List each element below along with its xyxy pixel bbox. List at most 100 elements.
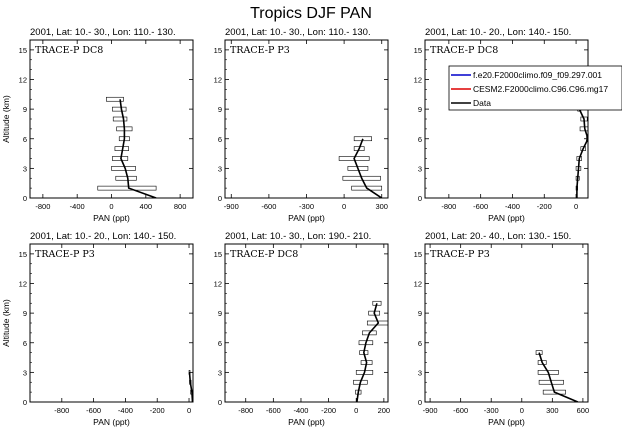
legend-label: f.e20.F2000climo.f09_f09.297.001 [473,70,602,80]
campaign-label: TRACE-P DC8 [430,45,498,56]
x-tick-label: 0 [354,406,358,415]
y-tick-label: 12 [214,76,222,85]
x-tick-label: -600 [261,202,276,211]
y-tick-label: 9 [418,105,422,114]
x-tick-label: -300 [484,406,499,415]
data-layer [188,370,193,402]
error-box [112,156,129,161]
x-tick-label: -600 [86,406,101,415]
y-tick-label: 6 [23,339,27,348]
x-tick-label: 0 [574,202,578,211]
figure-title: Tropics DJF PAN [250,5,372,22]
y-tick-label: 12 [214,280,222,289]
y-tick-label: 0 [23,194,27,203]
data-layer [338,136,383,198]
x-tick-label: -200 [537,202,552,211]
data-series-line [576,99,588,198]
y-tick-label: 9 [418,309,422,318]
x-tick-label: -200 [150,406,165,415]
data-layer [575,96,588,198]
x-tick-label: -600 [473,202,488,211]
y-tick-label: 3 [23,164,27,173]
plot-frame [424,243,589,403]
panel-title: 2001, Lat: 10.- 20., Lon: 140.- 150. [30,231,176,242]
y-tick-label: 6 [418,135,422,144]
error-box [351,185,383,191]
panel-3: 2001, Lat: 10.- 20., Lon: 140.- 150. 0 3 6 9… [414,27,589,223]
campaign-label: TRACE-P P3 [35,249,95,260]
y-tick-label: 0 [418,194,422,203]
y-tick-label: 12 [19,280,27,289]
x-tick-label: -400 [118,406,133,415]
y-tick-label: 15 [414,46,422,55]
x-axis-label: PAN (ppt) [488,213,525,223]
y-tick-label: 15 [19,46,27,55]
y-tick-label: 3 [218,164,222,173]
panel-5: 2001, Lat: 10.- 30., Lon: 190.- 210. 0 3 6 9… [214,231,390,427]
campaign-label: TRACE-P DC8 [230,249,298,260]
legend-box [448,65,622,111]
y-tick-label: 0 [418,398,422,407]
x-tick-label: 0 [109,202,113,211]
y-tick-label: 9 [218,309,222,318]
x-axis-label: PAN (ppt) [288,417,325,427]
y-tick-label: 3 [418,164,422,173]
y-tick-label: 12 [19,76,27,85]
y-tick-label: 12 [414,76,422,85]
campaign-label: TRACE-P DC8 [35,45,103,56]
x-tick-label: -400 [505,202,520,211]
x-tick-label: -200 [321,406,336,415]
y-tick-label: 15 [214,250,222,259]
y-tick-label: 3 [418,368,422,377]
x-tick-label: -800 [441,202,456,211]
y-tick-label: 3 [218,368,222,377]
x-axis-label: PAN (ppt) [288,213,325,223]
data-series-line [188,372,193,402]
data-series-line [538,352,579,402]
x-tick-label: 400 [140,202,153,211]
panel-4: 2001, Lat: 10.- 20., Lon: 140.- 150. 0 3 6 9… [1,231,194,427]
y-tick-label: 6 [218,135,222,144]
data-layer [535,350,579,402]
y-axis-label: Altitude (km) [1,95,11,143]
x-tick-label: 0 [187,406,191,415]
data-layer [353,300,388,402]
x-axis-label: PAN (ppt) [488,417,525,427]
data-series-line [353,138,383,198]
panel-title: 2001, Lat: 10.- 30., Lon: 110.- 130. [30,27,176,38]
x-tick-label: -900 [224,202,239,211]
panel-2: 2001, Lat: 10.- 30., Lon: 110.- 130. 0 3 6 9… [214,27,389,223]
y-tick-label: 0 [218,194,222,203]
plot-frame [224,243,389,403]
y-tick-label: 0 [218,398,222,407]
panel-title: 2001, Lat: 10.- 30., Lon: 190.- 210. [225,231,371,242]
plot-frame [29,243,194,403]
x-tick-label: -800 [238,406,253,415]
y-tick-label: 15 [214,46,222,55]
data-series-line [356,303,380,402]
x-tick-label: 0 [520,406,524,415]
campaign-label: TRACE-P P3 [430,249,490,260]
x-tick-label: -400 [293,406,308,415]
campaign-label: TRACE-P P3 [230,45,290,56]
plot-frame [224,39,389,199]
y-tick-label: 9 [23,105,27,114]
x-tick-label: 300 [546,406,559,415]
x-tick-label: -400 [70,202,85,211]
y-tick-label: 9 [218,105,222,114]
y-tick-label: 6 [218,339,222,348]
plot-frame [424,39,589,199]
panel-1: 2001, Lat: 10.- 30., Lon: 110.- 130. 0 3 6 9… [1,27,194,223]
y-tick-label: 6 [23,135,27,144]
x-tick-label: -600 [266,406,281,415]
x-tick-label: -300 [299,202,314,211]
y-tick-label: 3 [23,368,27,377]
legend-label: Data [473,98,491,108]
error-box [115,175,137,181]
y-axis-label: Altitude (km) [1,299,11,347]
x-tick-label: 800 [174,202,187,211]
x-tick-label: -600 [453,406,468,415]
error-box [111,166,136,171]
error-box [97,185,157,191]
